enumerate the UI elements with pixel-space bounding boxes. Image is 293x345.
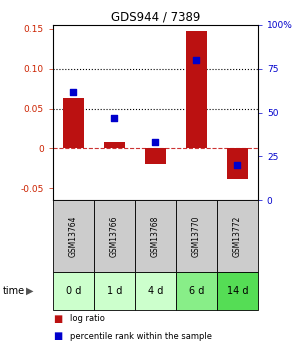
Bar: [227, 148, 248, 178]
Point: [112, 115, 117, 120]
Bar: [217, 200, 258, 272]
Point: [194, 57, 199, 63]
Text: GSM13766: GSM13766: [110, 215, 119, 257]
Bar: [186, 31, 207, 148]
Text: GSM13770: GSM13770: [192, 215, 201, 257]
Text: GSM13764: GSM13764: [69, 215, 78, 257]
Bar: [53, 200, 94, 272]
Point: [71, 89, 76, 94]
Text: 6 d: 6 d: [189, 286, 204, 296]
Bar: [176, 272, 217, 310]
Text: 0 d: 0 d: [66, 286, 81, 296]
Title: GDS944 / 7389: GDS944 / 7389: [110, 11, 200, 24]
Text: time: time: [3, 286, 25, 296]
Bar: [135, 200, 176, 272]
Bar: [135, 272, 176, 310]
Bar: [63, 98, 84, 148]
Point: [153, 139, 158, 145]
Point: [235, 162, 240, 168]
Text: 14 d: 14 d: [226, 286, 248, 296]
Text: ■: ■: [53, 314, 62, 324]
Text: percentile rank within the sample: percentile rank within the sample: [70, 332, 212, 341]
Text: ▶: ▶: [25, 286, 33, 296]
Text: log ratio: log ratio: [70, 314, 105, 323]
Bar: [53, 272, 94, 310]
Bar: [145, 148, 166, 164]
Text: 4 d: 4 d: [148, 286, 163, 296]
Text: GSM13768: GSM13768: [151, 215, 160, 257]
Bar: [104, 142, 125, 148]
Text: 1 d: 1 d: [107, 286, 122, 296]
Bar: [217, 272, 258, 310]
Bar: [94, 200, 135, 272]
Bar: [176, 200, 217, 272]
Text: ■: ■: [53, 331, 62, 341]
Bar: [94, 272, 135, 310]
Text: GSM13772: GSM13772: [233, 215, 242, 257]
